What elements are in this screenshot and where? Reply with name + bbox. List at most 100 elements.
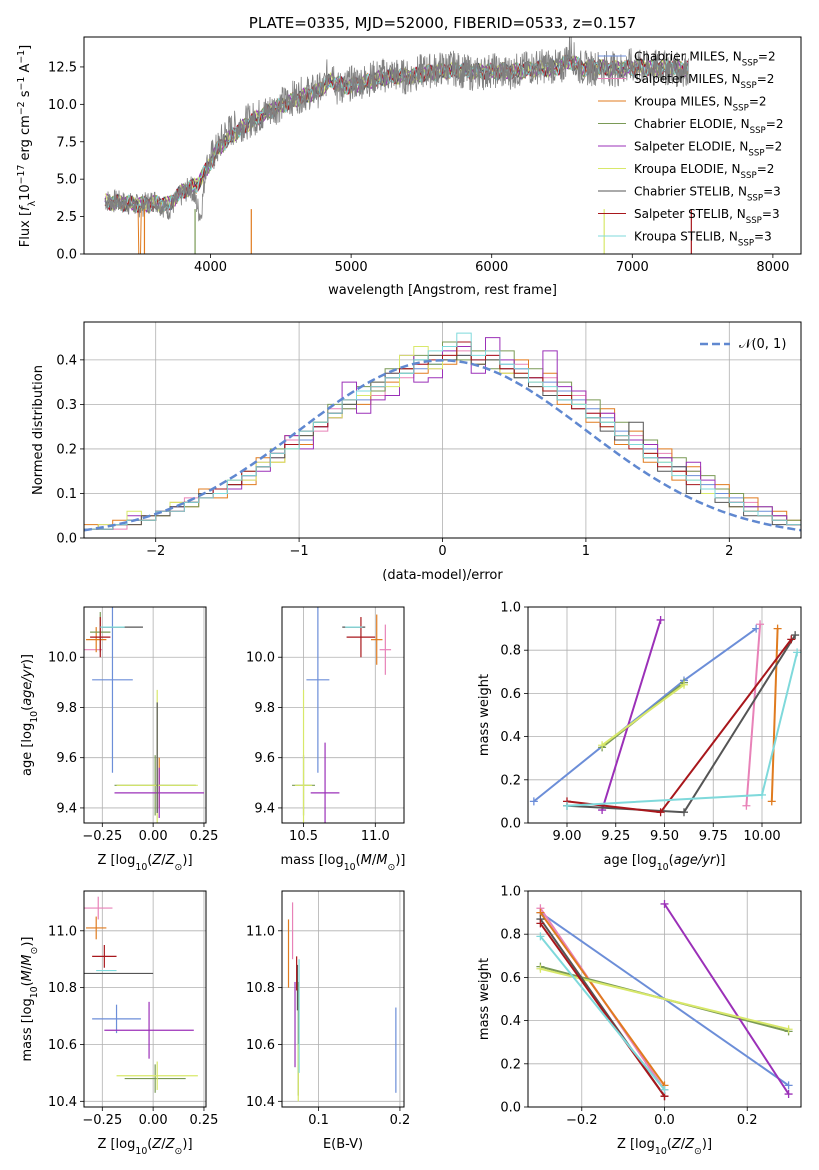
y-tick-label: 0.0 (56, 532, 77, 547)
x-axis-label: age [log10(age/yr)] (603, 853, 725, 873)
y-tick-label: 0.2 (56, 442, 77, 457)
weight-marker (660, 899, 669, 908)
axes-frame (83, 890, 207, 1108)
histogram-step (84, 332, 801, 530)
y-tick-label: 10.4 (246, 1095, 275, 1110)
weight-line (539, 912, 666, 1086)
weight-marker (536, 932, 545, 941)
weight-marker (598, 741, 607, 750)
weight-marker (656, 615, 665, 624)
x-axis-label: mass [log10(M/M⊙)] (281, 853, 406, 873)
x-tick-label: −2 (146, 544, 165, 559)
weight-marker (787, 635, 796, 644)
spectrum-panel: 4000 5000 6000 7000 8000 0.0 2.5 5.0 7.5 10.0 12.5 (48, 36, 802, 275)
y-tick-label: 0.3 (56, 398, 77, 413)
chart-title: PLATE=0335, MJD=52000, FIBERID=0533, z=0… (249, 14, 636, 32)
x-tick-label: 9.25 (601, 829, 630, 844)
x-tick-label: 0.1 (308, 1113, 329, 1128)
x-tick-label: 0 (438, 544, 446, 559)
mass-vs-z-panel: −0.25 0.00 0.25 10.4 10.6 10.8 11.0 (48, 890, 218, 1128)
y-tick-label: 0.6 (500, 971, 521, 986)
axes-frame (527, 890, 802, 1108)
y-tick-label: 0.0 (56, 248, 77, 263)
y-axis-label: mass weight (477, 958, 492, 1040)
legend: 𝒩(0, 1) (700, 337, 786, 352)
weight-marker (680, 808, 688, 817)
y-tick-label: 0.2 (500, 773, 521, 788)
y-tick-label: 2.5 (56, 210, 77, 225)
y-tick-label: 7.5 (56, 135, 77, 150)
x-tick-label: −0.25 (82, 1113, 122, 1128)
legend-label: Salpeter STELIB, NSSP=3 (634, 207, 780, 226)
x-tick-label: 9.75 (699, 829, 728, 844)
weight-marker (660, 1085, 669, 1094)
axes-frame (83, 321, 802, 539)
y-axis-label: mass weight (477, 674, 492, 756)
y-tick-label: 0.8 (500, 928, 521, 943)
y-tick-label: 0.6 (500, 687, 521, 702)
weight-line (601, 683, 685, 747)
mass-vs-ebv-panel: 0.1 0.2 10.4 10.6 10.8 11.0 (246, 890, 411, 1128)
x-tick-label: 6000 (475, 260, 508, 275)
weight-line (663, 903, 790, 1095)
y-tick-label: 0.4 (56, 353, 77, 368)
x-axis-label: Z [log10(Z/Z⊙)] (617, 1137, 712, 1157)
y-tick-label: 10.8 (246, 981, 275, 996)
weight-marker (536, 919, 545, 928)
x-tick-label: 0.25 (189, 829, 218, 844)
y-tick-label: 11.0 (246, 924, 275, 939)
weight-marker (791, 631, 800, 640)
y-tick-label: 0.1 (56, 487, 77, 502)
weight-marker (680, 680, 688, 689)
x-axis-label: E(B-V) (323, 1137, 363, 1152)
weight-marker (784, 1025, 793, 1034)
y-tick-label: 1.0 (500, 601, 521, 616)
age-vs-z-panel: −0.25 0.00 0.25 9.4 9.6 9.8 10.0 (48, 606, 218, 844)
weight-marker (756, 620, 765, 629)
legend-label: 𝒩(0, 1) (739, 337, 786, 352)
x-tick-label: 0.00 (139, 829, 168, 844)
y-axis-label: Flux [fλ10−17 erg cm−2 s−1 A−1] (16, 45, 38, 247)
plot-area (84, 896, 198, 1093)
y-tick-label: 0.4 (500, 730, 521, 745)
weight-vs-z-panel: −0.2 0.0 0.2 0.0 0.2 0.4 0.6 0.8 1.0 (500, 885, 802, 1128)
x-axis-label: Z [log10(Z/Z⊙)] (97, 1137, 192, 1157)
plot-area (104, 37, 692, 254)
weight-marker (758, 790, 766, 799)
axes-frame (527, 606, 802, 824)
y-tick-label: 0.0 (500, 817, 521, 832)
y-tick-label: 9.6 (254, 751, 275, 766)
y-axis-label: Normed distribution (31, 365, 46, 495)
legend-label: Kroupa MILES, NSSP=2 (634, 95, 767, 114)
plot-area (287, 902, 397, 1102)
weight-marker (784, 1081, 793, 1090)
plot-area (84, 607, 204, 823)
y-tick-label: 0.0 (500, 1101, 521, 1116)
y-tick-label: 10.0 (246, 651, 275, 666)
y-tick-label: 5.0 (56, 173, 77, 188)
age-vs-mass-panel: 10.5 11.0 9.4 9.6 9.8 10.0 (246, 606, 405, 844)
plot-area (529, 615, 801, 817)
y-tick-label: 10.4 (48, 1095, 77, 1110)
x-tick-label: 0.2 (390, 1113, 411, 1128)
y-tick-label: 9.6 (56, 751, 77, 766)
axes-frame (281, 606, 405, 824)
weight-line (770, 628, 779, 802)
y-tick-label: 1.0 (500, 885, 521, 900)
weight-marker (563, 801, 571, 810)
y-tick-label: 10.6 (246, 1038, 275, 1053)
y-axis-label: age [log10(age/yr)] (20, 654, 40, 776)
x-tick-label: 5000 (335, 260, 368, 275)
y-tick-label: 9.8 (254, 701, 275, 716)
legend-label: Chabrier ELODIE, NSSP=2 (634, 117, 783, 136)
x-tick-label: 10.00 (743, 829, 780, 844)
x-tick-label: −0.2 (566, 1113, 598, 1128)
weight-marker (793, 648, 801, 657)
weight-marker (773, 624, 782, 633)
legend-label: Kroupa ELODIE, NSSP=2 (634, 162, 774, 181)
x-tick-label: −1 (290, 544, 309, 559)
legend: Chabrier MILES, NSSP=2 Salpeter MILES, NS… (598, 50, 783, 249)
data-spectrum-line (104, 37, 689, 222)
legend-label: Chabrier STELIB, NSSP=3 (634, 185, 781, 204)
